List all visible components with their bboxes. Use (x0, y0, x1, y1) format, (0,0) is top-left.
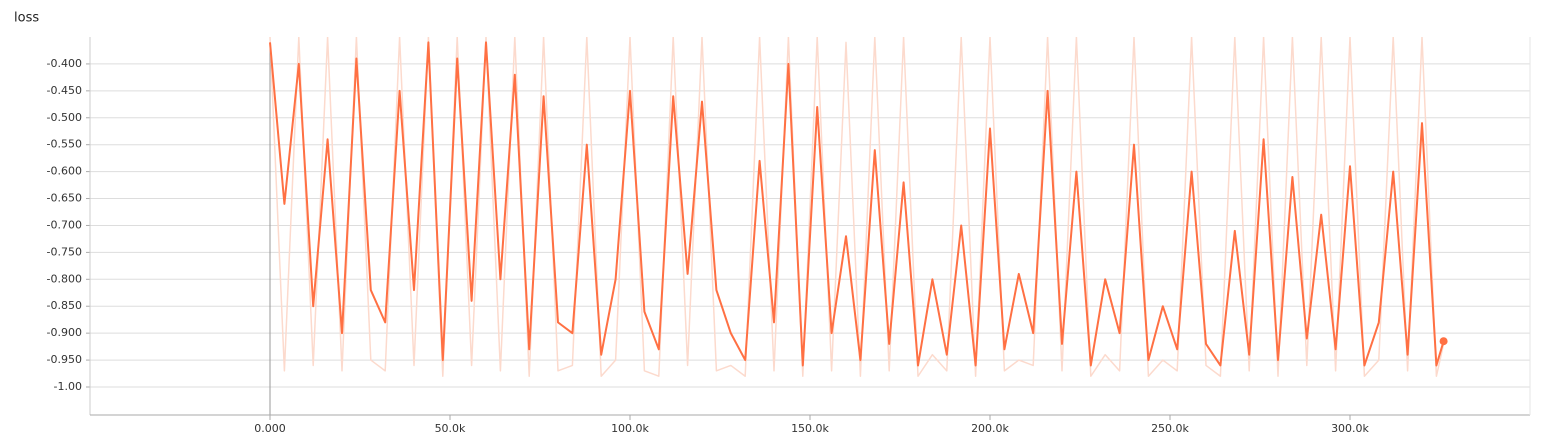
x-tick-label: 150.0k (791, 422, 829, 435)
y-tick-label: -0.500 (47, 111, 82, 124)
x-tick-label: 200.0k (971, 422, 1009, 435)
x-tick-label: 250.0k (1151, 422, 1189, 435)
y-tick-label: -0.450 (47, 84, 82, 97)
plot-area (269, 37, 1448, 377)
x-tick-label: 100.0k (611, 422, 649, 435)
chart-title: loss (14, 11, 39, 26)
x-tick-label: 300.0k (1331, 422, 1369, 435)
axes: -0.400 -0.450 -0.500 -0.550 -0.600 -0.650 -0.7… (47, 37, 1531, 435)
y-tick-label: -0.600 (47, 165, 82, 178)
y-tick-label: -0.850 (47, 299, 82, 312)
smoothed-line (269, 41, 1445, 367)
y-tick-label: -0.900 (47, 326, 82, 339)
x-tick-label: 50.0k (435, 422, 466, 435)
y-tick-label: -0.700 (47, 218, 82, 231)
x-tick-label: 0.000 (254, 422, 286, 435)
y-tick-label: -0.400 (47, 57, 82, 70)
y-tick-label: -0.550 (47, 138, 82, 151)
y-tick-label: -0.650 (47, 192, 82, 205)
raw-line (269, 37, 1445, 377)
y-tick-label: -1.00 (54, 380, 82, 393)
y-tick-label: -0.950 (47, 353, 82, 366)
y-tick-label: -0.800 (47, 272, 82, 285)
y-tick-label: -0.750 (47, 245, 82, 258)
end-point (1439, 337, 1448, 346)
